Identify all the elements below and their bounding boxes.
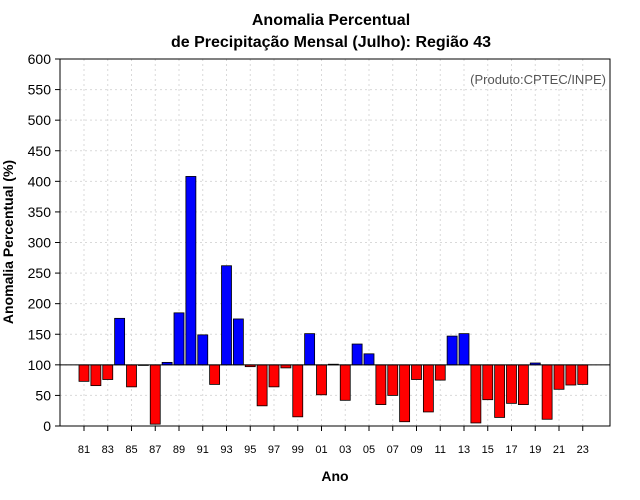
bar-94 — [232, 318, 244, 366]
bar-99 — [292, 364, 304, 418]
y-tick-label: 200 — [28, 296, 52, 312]
bar-05 — [363, 353, 375, 366]
y-tick-label: 50 — [35, 387, 51, 403]
bar-91 — [197, 334, 209, 366]
bar-20 — [541, 364, 553, 420]
bar-15 — [482, 364, 494, 401]
y-tick-label: 0 — [43, 418, 51, 434]
x-axis: 81 83 85 87 89 91 93 95 97 99 01 03 05 07 09 11 13 15 17 19… — [78, 426, 589, 456]
bar-90 — [185, 176, 197, 366]
x-tick-label: 11 — [435, 444, 446, 456]
bar-16 — [494, 364, 506, 418]
bar-11 — [434, 364, 446, 381]
x-tick-label: 23 — [577, 444, 589, 456]
bar-18 — [517, 364, 529, 405]
y-tick-label: 150 — [28, 326, 52, 342]
bar-17 — [506, 364, 517, 404]
x-tick-label: 89 — [173, 444, 185, 456]
bar-97 — [268, 364, 280, 388]
bar-92 — [209, 364, 221, 385]
bar-07 — [387, 364, 399, 396]
bars — [78, 176, 589, 425]
credit-text: (Produto:CPTEC/INPE) — [470, 72, 606, 87]
bar-87 — [149, 364, 161, 425]
bar-01 — [316, 364, 327, 396]
x-tick-label: 99 — [292, 444, 304, 456]
y-tick-label: 250 — [28, 265, 52, 281]
y-tick-label: 300 — [28, 235, 52, 251]
x-tick-label: 81 — [78, 444, 90, 456]
bar-06 — [375, 364, 387, 405]
chart-title-line2: de Precipitação Mensal (Julho): Região 4… — [171, 34, 491, 51]
x-tick-label: 19 — [529, 444, 541, 456]
y-axis-label: Anomalia Percentual (%) — [0, 160, 16, 324]
x-tick-label: 03 — [339, 444, 351, 456]
x-tick-label: 09 — [410, 444, 422, 456]
y-tick-label: 100 — [28, 357, 52, 373]
bar-00 — [304, 333, 316, 366]
y-tick-label: 600 — [28, 51, 52, 67]
bar-23 — [577, 364, 589, 385]
x-tick-label: 95 — [244, 444, 256, 456]
y-tick-label: 550 — [28, 82, 52, 98]
x-tick-label: 83 — [102, 444, 114, 456]
bar-08 — [399, 364, 411, 423]
bar-12 — [446, 335, 458, 366]
bar-85 — [126, 364, 137, 388]
bar-84 — [114, 317, 126, 366]
x-tick-label: 93 — [220, 444, 232, 456]
bar-13 — [458, 333, 470, 366]
bar-93 — [221, 265, 232, 366]
x-tick-label: 85 — [125, 444, 137, 456]
bar-22 — [565, 364, 577, 386]
y-tick-label: 500 — [28, 112, 52, 128]
x-tick-label: 07 — [387, 444, 399, 456]
x-tick-label: 17 — [505, 444, 517, 456]
x-tick-label: 97 — [268, 444, 280, 456]
x-tick-label: 21 — [553, 444, 565, 456]
y-tick-label: 350 — [28, 204, 52, 220]
bar-14 — [470, 364, 482, 424]
x-tick-label: 91 — [197, 444, 209, 456]
x-tick-label: 13 — [458, 444, 470, 456]
bar-89 — [173, 312, 185, 366]
y-tick-label: 400 — [28, 173, 52, 189]
bar-10 — [422, 364, 434, 413]
x-axis-label: Ano — [321, 468, 348, 484]
bar-03 — [339, 364, 351, 401]
bar-82 — [90, 364, 102, 387]
y-axis: 0 50 100 150 200 250 300 350 400 450 500 550 600 — [28, 51, 60, 434]
bar-21 — [553, 364, 565, 390]
x-tick-label: 05 — [363, 444, 375, 456]
y-tick-label: 450 — [28, 143, 52, 159]
chart-title-line1: Anomalia Percentual — [252, 12, 410, 29]
x-tick-label: 15 — [482, 444, 494, 456]
bar-81 — [78, 364, 90, 382]
bar-96 — [256, 364, 268, 407]
bar-09 — [411, 364, 422, 380]
x-tick-label: 01 — [315, 444, 327, 456]
x-tick-label: 87 — [149, 444, 161, 456]
bar-04 — [351, 343, 363, 366]
bar-83 — [102, 364, 114, 380]
